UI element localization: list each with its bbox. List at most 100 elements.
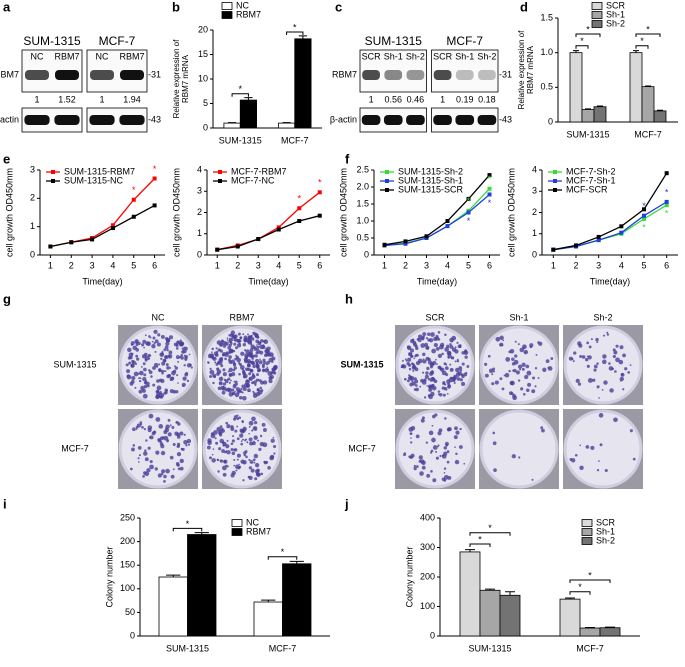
- y-tick-label: 0.5: [356, 232, 369, 242]
- colony: [425, 371, 429, 375]
- colony: [148, 357, 151, 360]
- colony: [265, 347, 268, 350]
- colony: [158, 363, 161, 366]
- x-tick-label: 5: [466, 260, 471, 270]
- legend-label: SUM-1315-RBM7: [64, 166, 135, 176]
- y-tick-label: 0: [197, 249, 202, 259]
- colony: [590, 445, 595, 450]
- colony: [227, 387, 233, 393]
- colony: [444, 366, 449, 370]
- colony: [409, 375, 412, 378]
- colony: [261, 363, 265, 367]
- colony: [588, 345, 592, 349]
- dish: [563, 409, 643, 489]
- colony: [255, 469, 259, 474]
- colony: [229, 333, 232, 336]
- cell-line-label: SUM-1315: [23, 34, 81, 48]
- colony: [137, 341, 141, 346]
- colony: [165, 468, 170, 474]
- x-tick-label: 6: [317, 260, 322, 270]
- colony: [230, 359, 236, 364]
- colony: [401, 359, 404, 362]
- x-axis-label: Time(day): [82, 276, 122, 286]
- bar: [653, 110, 667, 123]
- legend-swatch: [231, 519, 243, 527]
- band-ratio: 0.56: [384, 94, 402, 104]
- colony: [150, 375, 153, 378]
- colony: [179, 458, 184, 464]
- x-tick-label: MCF-7: [281, 135, 309, 145]
- colony: [615, 344, 619, 348]
- colony: [424, 374, 429, 379]
- colony: [517, 364, 523, 369]
- colony: [450, 356, 453, 359]
- colony: [431, 348, 437, 354]
- size-marker: -43: [148, 114, 161, 124]
- colony: [236, 414, 239, 417]
- colony: [142, 474, 145, 478]
- legend-swatch: [591, 20, 603, 28]
- colony: [250, 343, 253, 346]
- colony: [134, 386, 137, 389]
- colony: [253, 427, 256, 430]
- colony: [145, 439, 148, 442]
- colony: [430, 362, 435, 366]
- y-tick-label: 150: [120, 560, 135, 570]
- colony: [248, 437, 253, 442]
- significance-mark: *: [297, 194, 301, 204]
- colony: [218, 360, 221, 363]
- colony: [447, 382, 450, 386]
- series-line: [217, 215, 320, 251]
- colony: [447, 385, 451, 389]
- x-tick-label: SUM-1315: [566, 129, 609, 139]
- panel-label: i: [3, 496, 7, 511]
- colony: [515, 370, 520, 375]
- colony: [222, 382, 227, 386]
- rbm7-band: [55, 70, 79, 80]
- colony: [240, 442, 244, 446]
- bar: [629, 52, 643, 123]
- colony: [155, 389, 159, 394]
- colony: [632, 457, 636, 461]
- rbm7-band: [433, 70, 452, 80]
- colony: [154, 350, 157, 353]
- significance-mark: *: [580, 36, 584, 46]
- bar: [239, 99, 258, 129]
- significance-mark: *: [578, 582, 582, 592]
- colony: [415, 384, 418, 387]
- colony: [160, 450, 166, 456]
- colony: [270, 438, 275, 443]
- colony: [132, 444, 136, 447]
- colony: [433, 342, 438, 348]
- colony: [257, 378, 260, 381]
- colony: [222, 344, 226, 348]
- protein-label: RBM7: [0, 69, 19, 79]
- point: [69, 240, 74, 245]
- colony: [239, 336, 243, 340]
- colony: [258, 360, 263, 365]
- panel-label: d: [520, 0, 528, 14]
- colony: [166, 337, 171, 343]
- colony: [226, 337, 229, 339]
- colony: [412, 369, 415, 372]
- colony: [444, 347, 450, 352]
- colony: [247, 475, 251, 479]
- colony: [254, 477, 258, 481]
- colony: [224, 352, 229, 357]
- colony: [499, 377, 503, 381]
- colony: [256, 345, 259, 348]
- colony: [464, 355, 468, 359]
- colony: [256, 472, 261, 477]
- colony: [148, 335, 151, 338]
- colony: [627, 371, 631, 374]
- x-axis-label: Time(day): [590, 276, 630, 286]
- colony: [456, 359, 460, 363]
- colony: [252, 458, 256, 462]
- point: [424, 234, 429, 239]
- colony: [420, 418, 425, 423]
- colony: [252, 373, 255, 376]
- colony: [422, 371, 425, 374]
- rbm7-band: [406, 70, 425, 80]
- x-axis-label: Time(day): [248, 276, 288, 286]
- colony: [241, 368, 244, 371]
